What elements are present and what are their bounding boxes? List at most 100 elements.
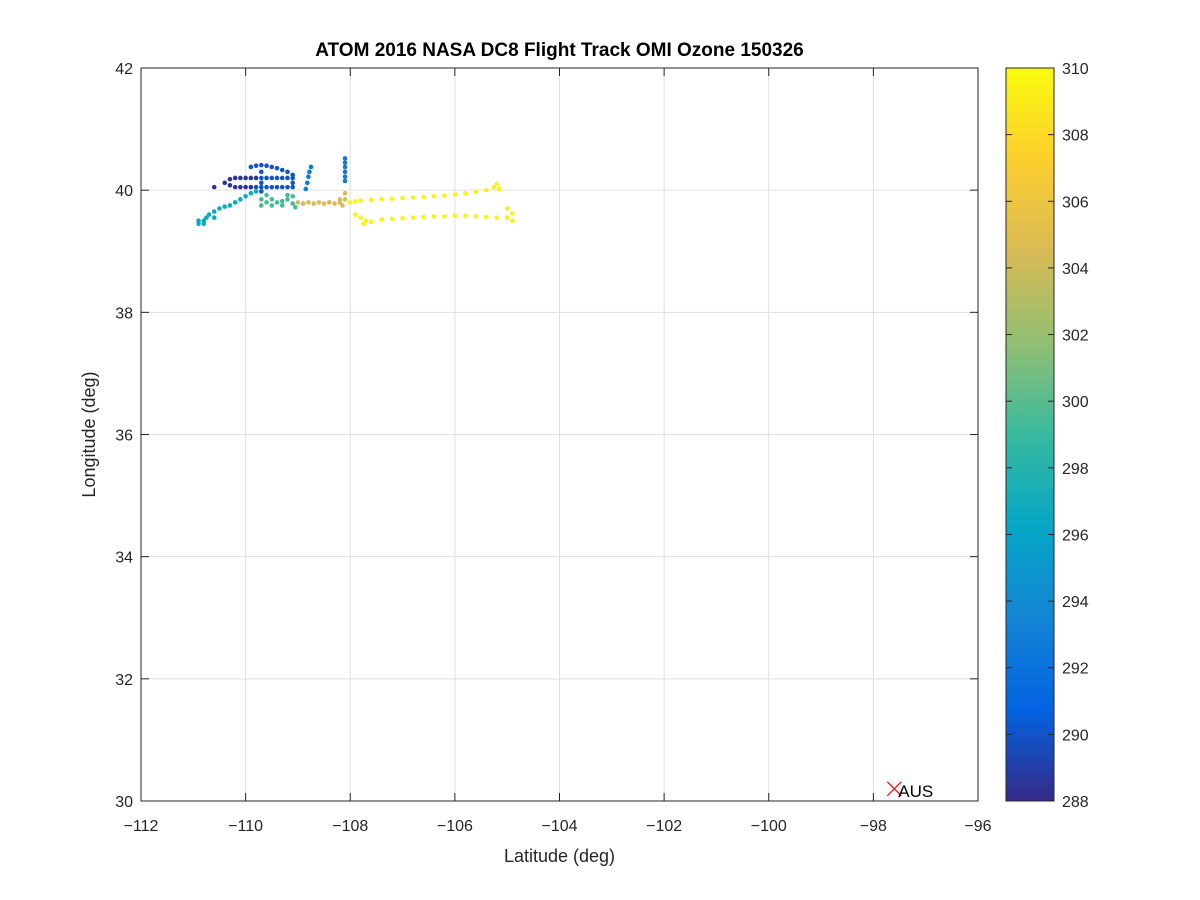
- flight-track-point: [306, 200, 311, 205]
- flight-track-point: [494, 215, 500, 220]
- colorbar-tick-label: 294: [1062, 594, 1089, 611]
- y-tick-label: 30: [115, 794, 133, 811]
- y-axis-label: Longitude (deg): [79, 371, 99, 497]
- x-tick-label: −108: [332, 818, 368, 835]
- flight-track-point: [248, 184, 254, 190]
- flight-track-point: [269, 184, 275, 190]
- flight-track-point: [238, 197, 243, 202]
- flight-track-point: [232, 175, 238, 181]
- colorbar-tick-label: 298: [1062, 461, 1089, 478]
- flight-track-point: [269, 203, 275, 208]
- flight-track-point: [463, 213, 468, 219]
- colorbar-tick-label: 306: [1062, 194, 1089, 211]
- flight-track-point: [232, 200, 238, 205]
- flight-track-point: [363, 218, 369, 224]
- flight-track-point: [379, 197, 384, 202]
- flight-track-point: [196, 218, 201, 224]
- flight-track-point: [238, 184, 243, 190]
- flight-track-point: [290, 180, 296, 186]
- flight-track-point: [217, 206, 222, 211]
- flight-track-point: [483, 187, 489, 193]
- data-points: [196, 156, 515, 227]
- x-tick-label: −96: [964, 818, 991, 835]
- flight-track-point: [510, 211, 515, 216]
- flight-track-point: [347, 200, 353, 205]
- flight-track-point: [491, 184, 497, 190]
- flight-track-point: [285, 197, 290, 202]
- colorbar-tick-label: 288: [1062, 794, 1089, 811]
- flight-track-point: [279, 175, 285, 181]
- flight-track-point: [248, 164, 254, 170]
- flight-track-point: [279, 203, 285, 208]
- flight-track-point: [279, 184, 285, 190]
- flight-track-point: [253, 184, 259, 190]
- flight-track-point: [316, 200, 322, 205]
- flight-track-point: [264, 192, 269, 198]
- flight-track-point: [483, 214, 489, 220]
- flight-track-point: [342, 190, 348, 196]
- flight-track-point: [300, 201, 306, 206]
- flight-track-point: [253, 175, 259, 181]
- flight-track-point: [264, 163, 269, 169]
- colorbar-tick-label: 290: [1062, 727, 1089, 744]
- y-tick-label: 36: [115, 428, 133, 445]
- flight-track-point: [311, 201, 316, 206]
- flight-track-point: [473, 189, 479, 195]
- flight-track-point: [342, 174, 348, 180]
- flight-track-point: [211, 215, 217, 220]
- flight-track-point: [510, 218, 515, 224]
- colorbar-tick-label: 302: [1062, 328, 1089, 345]
- flight-track-point: [504, 206, 510, 211]
- flight-track-point: [473, 214, 479, 219]
- colorbar-tick-label: 310: [1062, 61, 1089, 78]
- flight-track-point: [285, 175, 290, 181]
- flight-track-point: [211, 209, 217, 214]
- flight-track-point: [259, 197, 264, 202]
- x-marker-stroke: [886, 781, 902, 797]
- flight-track-point: [243, 175, 248, 181]
- x-tick-label: −98: [860, 818, 887, 835]
- flight-track-point: [410, 195, 416, 200]
- flight-track-point: [259, 184, 264, 190]
- flight-track-point: [442, 214, 447, 219]
- flight-track-point: [452, 213, 458, 219]
- flight-track-point: [259, 169, 264, 175]
- flight-track-point: [285, 184, 290, 190]
- flight-track-point: [307, 169, 312, 175]
- flight-track-point: [358, 215, 364, 220]
- flight-track-point: [452, 192, 458, 197]
- flight-track-point: [290, 172, 296, 178]
- x-tick-label: −104: [541, 818, 577, 835]
- flight-track-point: [504, 215, 510, 220]
- flight-track-point: [389, 196, 395, 202]
- flight-track-point: [342, 160, 348, 165]
- flight-track-point: [269, 175, 275, 181]
- flight-track-point: [400, 195, 405, 201]
- aus-marker: AUS: [886, 781, 933, 801]
- flight-track-point: [259, 189, 264, 194]
- flight-track-point: [285, 192, 290, 198]
- flight-track-point: [293, 204, 298, 210]
- flight-track-point: [342, 156, 348, 161]
- flight-track-point: [295, 200, 301, 205]
- chart-title: ATOM 2016 NASA DC8 Flight Track OMI Ozon…: [315, 40, 804, 61]
- flight-track-point: [269, 197, 275, 202]
- flight-track-point: [303, 186, 309, 192]
- colorbar-frame: [1005, 67, 1055, 802]
- x-tick-label: −106: [437, 818, 473, 835]
- flight-track-point: [494, 181, 500, 187]
- flight-track-point: [358, 198, 364, 203]
- flight-track-point: [442, 193, 447, 198]
- colorbar-tick-label: 292: [1062, 661, 1089, 678]
- flight-track-point: [279, 167, 285, 173]
- aus-label: AUS: [898, 782, 933, 801]
- y-tick-label: 34: [115, 550, 133, 567]
- flight-track-point: [332, 201, 337, 206]
- flight-track-point: [342, 169, 348, 175]
- y-tick-label: 42: [115, 61, 133, 78]
- flight-track-point: [342, 178, 348, 184]
- flight-track-point: [342, 197, 348, 202]
- flight-track-point: [290, 201, 296, 206]
- flight-track-point: [259, 162, 264, 168]
